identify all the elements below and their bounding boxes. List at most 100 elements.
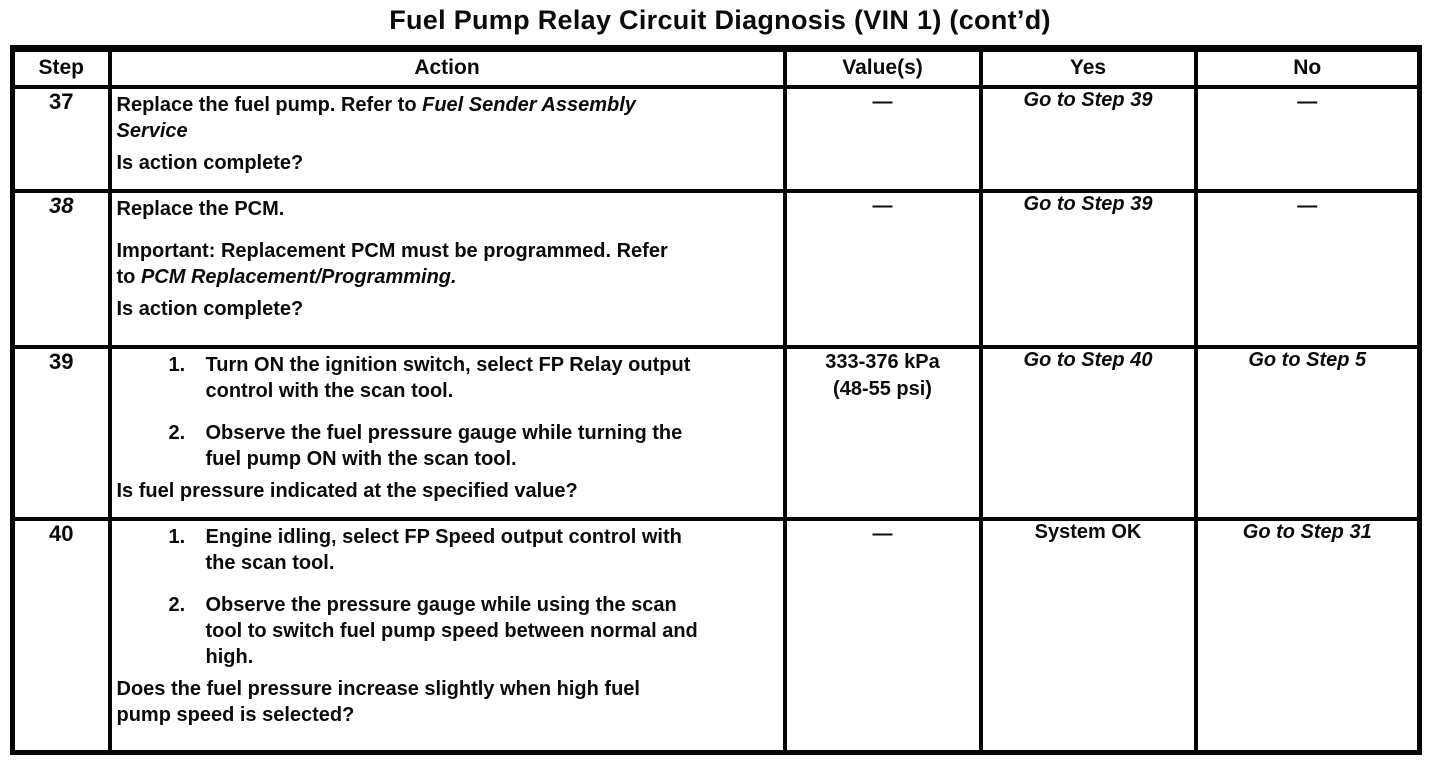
no-cell-content: — bbox=[1198, 89, 1418, 116]
text-line: the scan tool. bbox=[206, 550, 777, 576]
text-segment: PCM Replacement/Programming. bbox=[140, 265, 457, 288]
text-segment: to bbox=[116, 265, 141, 288]
question-line: Does the fuel pressure increase slightly… bbox=[116, 677, 640, 700]
list-item-text: Observe the pressure gauge while using t… bbox=[206, 592, 777, 670]
no-cell: Go to Step 31 bbox=[1193, 516, 1422, 755]
question-line: Is action complete? bbox=[116, 297, 304, 320]
text-line: Replace the fuel pump. Refer to Fuel Sen… bbox=[117, 92, 777, 118]
value-line: — bbox=[872, 194, 893, 217]
value-cell: 333-376 kPa (48-55 psi) bbox=[782, 344, 983, 521]
text-line: Turn ON the ignition switch, select FP R… bbox=[206, 352, 777, 378]
column-header-values: Value(s) bbox=[782, 46, 983, 89]
action-cell: Replace the PCM. Important: Replacement P… bbox=[107, 188, 787, 349]
list-item: 1. Engine idling, select FP Speed output … bbox=[169, 524, 777, 576]
table-row: 38 Replace the PCM. Important: Replacement… bbox=[10, 188, 1422, 349]
list-item-text: Engine idling, select FP Speed output co… bbox=[206, 524, 777, 576]
text-line: control with the scan tool. bbox=[206, 378, 777, 404]
text-segment: Service bbox=[116, 119, 188, 142]
action-content: Replace the PCM. Important: Replacement P… bbox=[112, 193, 783, 326]
text-line: tool to switch fuel pump speed between n… bbox=[206, 618, 777, 644]
value-line: (48-55 psi) bbox=[833, 377, 932, 400]
yes-cell-content: Go to Step 39 bbox=[983, 193, 1194, 219]
action-content: 1. Engine idling, select FP Speed output … bbox=[112, 521, 783, 732]
yes-cell: Go to Step 39 bbox=[978, 188, 1198, 349]
value-content: — bbox=[787, 89, 979, 116]
question-line: pump speed is selected? bbox=[116, 703, 355, 726]
step-cell: 39 bbox=[10, 344, 112, 521]
yes-value: Go to Step 39 bbox=[1023, 192, 1153, 215]
no-cell: — bbox=[1193, 188, 1422, 349]
text-segment: Replace the fuel pump. Refer to bbox=[116, 93, 423, 116]
header-row: Step Action Value(s) Yes No bbox=[10, 46, 1422, 89]
text-segment: Observe the fuel pressure gauge while tu… bbox=[205, 421, 683, 444]
yes-value: Go to Step 40 bbox=[1023, 348, 1153, 371]
action-cell: 1. Engine idling, select FP Speed output … bbox=[107, 516, 787, 755]
step-number: 39 bbox=[49, 348, 74, 374]
question-line: Is fuel pressure indicated at the specif… bbox=[116, 479, 578, 502]
value-cell: — bbox=[782, 84, 983, 193]
value-line: 333-376 kPa bbox=[825, 350, 940, 373]
list-item-number: 2. bbox=[168, 593, 186, 616]
no-cell-content: Go to Step 31 bbox=[1198, 521, 1418, 547]
text-line: fuel pump ON with the scan tool. bbox=[206, 446, 777, 472]
table-row: 39 1. Turn ON the ignition switch, select … bbox=[10, 344, 1422, 521]
text-line: Replace the PCM. bbox=[117, 196, 777, 222]
action-question: Does the fuel pressure increase slightly… bbox=[117, 670, 777, 728]
text-segment: Fuel Sender Assembly bbox=[422, 93, 636, 116]
action-paragraph: Replace the PCM. bbox=[117, 196, 777, 222]
step-cell: 37 bbox=[10, 84, 112, 193]
yes-cell-content: Go to Step 40 bbox=[983, 349, 1194, 375]
list-item-number: 2. bbox=[168, 421, 186, 444]
action-cell: 1. Turn ON the ignition switch, select FP… bbox=[107, 344, 787, 521]
text-line: Important: Replacement PCM must be progr… bbox=[117, 238, 777, 264]
value-content: — bbox=[787, 193, 979, 220]
action-content: 1. Turn ON the ignition switch, select FP… bbox=[112, 349, 783, 508]
list-item: 2. Observe the pressure gauge while using… bbox=[169, 592, 777, 670]
text-segment: Engine idling, select FP Speed output co… bbox=[205, 525, 682, 548]
list-item-text: Turn ON the ignition switch, select FP R… bbox=[206, 352, 777, 404]
text-segment: fuel pump ON with the scan tool. bbox=[205, 447, 517, 470]
text-line: Observe the fuel pressure gauge while tu… bbox=[206, 420, 777, 446]
no-cell-content: — bbox=[1198, 193, 1418, 220]
action-question: Is fuel pressure indicated at the specif… bbox=[117, 472, 777, 504]
yes-value: System OK bbox=[1034, 520, 1142, 543]
value-cell: — bbox=[782, 188, 983, 349]
table-row: 37 Replace the fuel pump. Refer to Fuel S… bbox=[10, 84, 1422, 193]
text-segment: Replace the PCM. bbox=[116, 197, 285, 220]
text-segment: the scan tool. bbox=[205, 551, 335, 574]
column-header-no: No bbox=[1193, 46, 1422, 89]
column-header-action: Action bbox=[107, 46, 787, 89]
action-question: Is action complete? bbox=[117, 144, 777, 176]
list-item-text: Observe the fuel pressure gauge while tu… bbox=[206, 420, 777, 472]
no-cell-content: Go to Step 5 bbox=[1198, 349, 1418, 375]
text-segment: tool to switch fuel pump speed between n… bbox=[205, 619, 698, 642]
text-segment: high. bbox=[205, 645, 254, 668]
action-paragraph: Important: Replacement PCM must be progr… bbox=[117, 238, 777, 290]
step-number: 40 bbox=[49, 520, 74, 546]
text-line: Service bbox=[117, 118, 777, 144]
question-line: Is action complete? bbox=[116, 151, 304, 174]
text-line: high. bbox=[206, 644, 777, 670]
yes-cell: Go to Step 40 bbox=[978, 344, 1198, 521]
value-content: 333-376 kPa (48-55 psi) bbox=[787, 349, 979, 403]
column-header-step: Step bbox=[10, 46, 112, 89]
list-item: 1. Turn ON the ignition switch, select FP… bbox=[169, 352, 777, 404]
text-segment: Important: bbox=[116, 239, 216, 262]
column-header-yes: Yes bbox=[978, 46, 1198, 89]
list-item-number: 1. bbox=[168, 353, 186, 376]
yes-value: Go to Step 39 bbox=[1023, 88, 1153, 111]
text-segment: control with the scan tool. bbox=[205, 379, 454, 402]
page-title: Fuel Pump Relay Circuit Diagnosis (VIN 1… bbox=[389, 5, 1051, 35]
list-item: 2. Observe the fuel pressure gauge while … bbox=[169, 420, 777, 472]
no-value: — bbox=[1297, 90, 1318, 113]
step-cell: 38 bbox=[10, 188, 112, 349]
yes-cell: System OK bbox=[978, 516, 1198, 755]
text-line: Observe the pressure gauge while using t… bbox=[206, 592, 777, 618]
yes-cell-content: System OK bbox=[983, 521, 1194, 547]
text-segment: Turn ON the ignition switch, select FP R… bbox=[205, 353, 691, 376]
table-row: 40 1. Engine idling, select FP Speed outpu… bbox=[10, 516, 1422, 755]
text-line: Engine idling, select FP Speed output co… bbox=[206, 524, 777, 550]
text-segment: Observe the pressure gauge while using t… bbox=[205, 593, 677, 616]
no-value: Go to Step 31 bbox=[1242, 520, 1372, 543]
text-line: to PCM Replacement/Programming. bbox=[117, 264, 777, 290]
